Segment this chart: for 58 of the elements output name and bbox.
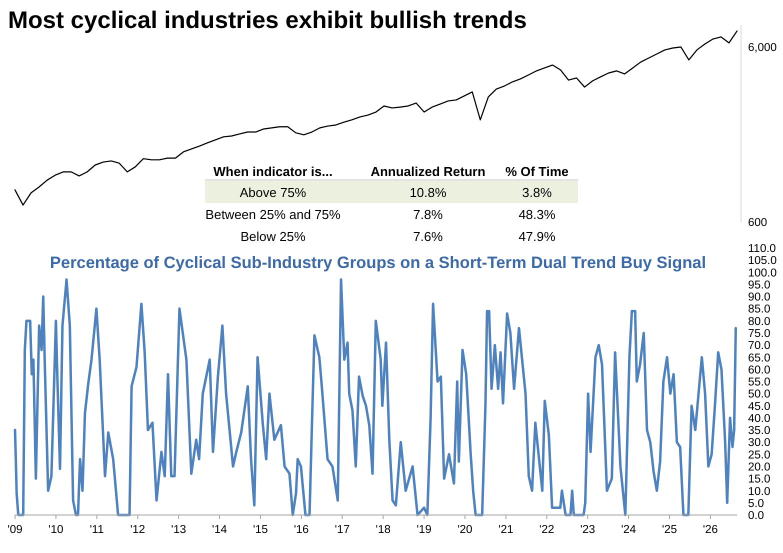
y-tick-label: 35.0 — [748, 425, 770, 438]
y-tick-label: 60.0 — [748, 364, 770, 376]
x-tick-label: '17 — [334, 524, 350, 536]
x-tick-label: '09 — [8, 524, 22, 536]
y-tick-label: 70.0 — [748, 340, 770, 352]
y-tick-label: 20.0 — [748, 461, 770, 474]
y-tick-label: 55.0 — [748, 376, 770, 389]
y-tick-label: 6,000 — [748, 42, 777, 54]
x-tick-label: '25 — [662, 524, 678, 536]
text: Below 25% — [240, 229, 306, 244]
y-tick-label: 25.0 — [748, 449, 770, 462]
x-tick-label: '21 — [498, 524, 514, 536]
y-tick-label: 80.0 — [748, 316, 770, 328]
line-series — [14, 278, 738, 516]
annotation: 10.8% — [410, 185, 447, 200]
x-tick-label: '23 — [580, 524, 596, 536]
y-tick-label: 65.0 — [748, 352, 770, 364]
y-tick-label: 10.0 — [748, 486, 770, 498]
y-tick-label: 110.0 — [748, 243, 776, 256]
chart-title: Most cyclical industries exhibit bullish trends — [8, 7, 527, 34]
text: 7.6% — [413, 229, 444, 244]
annotation: Annualized Return — [370, 164, 486, 179]
x-tick-label: '14 — [212, 524, 228, 536]
x-tick-label: '10 — [48, 524, 64, 536]
x-tick-label: '15 — [252, 524, 268, 536]
y-tick-label: 600 — [748, 217, 768, 230]
y-tick-label: 105.0 — [748, 255, 777, 268]
annotation: Between 25% and 75% — [205, 207, 342, 222]
text: 47.9% — [518, 229, 556, 244]
y-tick-label: 15.0 — [748, 474, 770, 486]
y-tick-label: 75.0 — [748, 328, 770, 340]
y-tick-label: 0.0 — [748, 510, 764, 522]
x-tick-label: '16 — [294, 524, 309, 536]
x-tick-label: '19 — [416, 524, 432, 536]
y-tick-label: 40.0 — [748, 412, 770, 425]
y-tick-label: 50.0 — [748, 388, 770, 401]
annotation: 48.3% — [518, 207, 556, 222]
x-tick-label: '22 — [539, 524, 554, 536]
y-tick-label: 30.0 — [748, 437, 770, 450]
x-tick-label: '26 — [702, 524, 718, 536]
y-tick-label: 95.0 — [748, 279, 770, 292]
y-tick-label: 85.0 — [748, 304, 770, 316]
annotation: When indicator is... — [213, 164, 333, 179]
x-tick-label: '20 — [457, 524, 472, 536]
y-tick-label: 45.0 — [748, 400, 770, 413]
y-tick-label: 100.0 — [748, 267, 777, 280]
annotation: % Of Time — [505, 164, 569, 179]
chart-title: Percentage of Cyclical Sub-Industry Groups on a Short-Term Dual Trend Buy Signal — [50, 254, 706, 272]
y-tick-label: 90.0 — [748, 292, 770, 304]
x-tick-label: '13 — [171, 524, 186, 536]
annotation: 3.8% — [522, 185, 552, 200]
x-tick-label: '12 — [130, 524, 146, 536]
annotation: 7.8% — [413, 207, 444, 222]
x-tick-label: '18 — [376, 524, 391, 536]
annotation: Above 75% — [240, 185, 307, 200]
x-tick-label: '24 — [621, 524, 637, 536]
x-tick-label: '11 — [90, 524, 104, 536]
y-tick-label: 5.0 — [748, 498, 764, 510]
